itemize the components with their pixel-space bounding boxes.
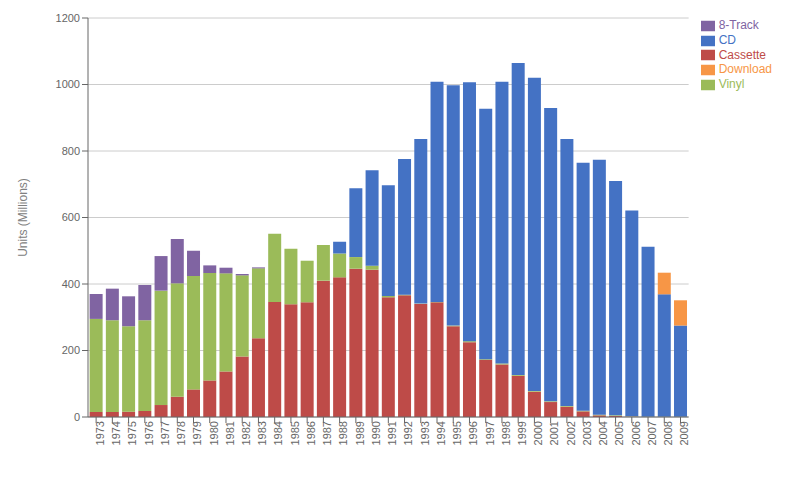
html-text:Download: Download [718, 62, 772, 77]
svg-text:2003: 2003 [581, 421, 593, 445]
svg-text:1994: 1994 [435, 421, 447, 445]
svg-text:1996: 1996 [467, 421, 479, 445]
svg-text:0: 0 [74, 411, 80, 423]
svg-text:1986: 1986 [305, 421, 317, 445]
html-text:Cassette: Cassette [718, 47, 766, 62]
svg-text:1999: 1999 [516, 421, 528, 445]
svg-text:2005: 2005 [613, 421, 625, 445]
svg-text:1991: 1991 [386, 421, 398, 445]
svg-text:1981: 1981 [224, 421, 236, 445]
svg-text:2008: 2008 [662, 421, 674, 445]
svg-text:1200: 1200 [56, 12, 80, 24]
html-text:Vinyl: Vinyl [718, 77, 745, 92]
svg-text:1973: 1973 [94, 421, 106, 445]
svg-text:2000: 2000 [532, 421, 544, 445]
svg-text:1998: 1998 [500, 421, 512, 445]
svg-text:1989: 1989 [354, 421, 366, 445]
svg-text:600: 600 [62, 211, 80, 223]
svg-text:2001: 2001 [548, 421, 560, 445]
svg-text:1984: 1984 [272, 421, 284, 445]
svg-text:2007: 2007 [646, 421, 658, 445]
html-text:CD: CD [718, 32, 736, 47]
svg-text:2006: 2006 [630, 421, 642, 445]
svg-text:2004: 2004 [597, 421, 609, 445]
svg-text:Units (Millions): Units (Millions) [16, 178, 30, 257]
svg-text:2009: 2009 [678, 421, 690, 445]
svg-text:1000: 1000 [56, 78, 80, 90]
svg-text:1995: 1995 [451, 421, 463, 445]
svg-text:800: 800 [62, 145, 80, 157]
svg-text:400: 400 [62, 278, 80, 290]
svg-text:2002: 2002 [565, 421, 577, 445]
svg-text:1978: 1978 [175, 421, 187, 445]
svg-text:1993: 1993 [419, 421, 431, 445]
svg-text:1992: 1992 [402, 421, 414, 445]
svg-text:1976: 1976 [143, 421, 155, 445]
svg-text:1979: 1979 [191, 421, 203, 445]
svg-text:1983: 1983 [256, 421, 268, 445]
svg-text:1982: 1982 [240, 421, 252, 445]
svg-text:200: 200 [62, 344, 80, 356]
svg-text:1985: 1985 [289, 421, 301, 445]
svg-text:1997: 1997 [484, 421, 496, 445]
svg-text:1988: 1988 [337, 421, 349, 445]
svg-text:1980: 1980 [208, 421, 220, 445]
svg-text:1977: 1977 [159, 421, 171, 445]
html-text:8-Track: 8-Track [718, 18, 759, 32]
svg-text:1990: 1990 [370, 421, 382, 445]
svg-text:1974: 1974 [110, 421, 122, 445]
svg-text:1975: 1975 [126, 421, 138, 445]
svg-text:1987: 1987 [321, 421, 333, 445]
